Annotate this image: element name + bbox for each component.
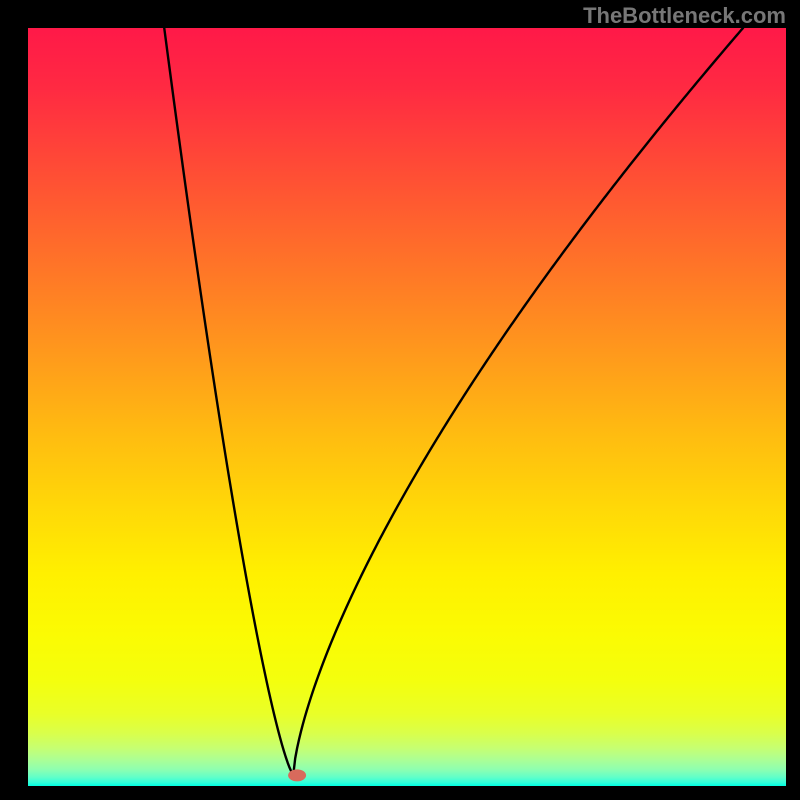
chart-container: TheBottleneck.com [0,0,800,800]
watermark-text: TheBottleneck.com [583,3,786,29]
plot-area [28,28,786,786]
plot-svg [28,28,786,786]
optimal-point-marker [288,769,306,781]
gradient-background [28,28,786,786]
